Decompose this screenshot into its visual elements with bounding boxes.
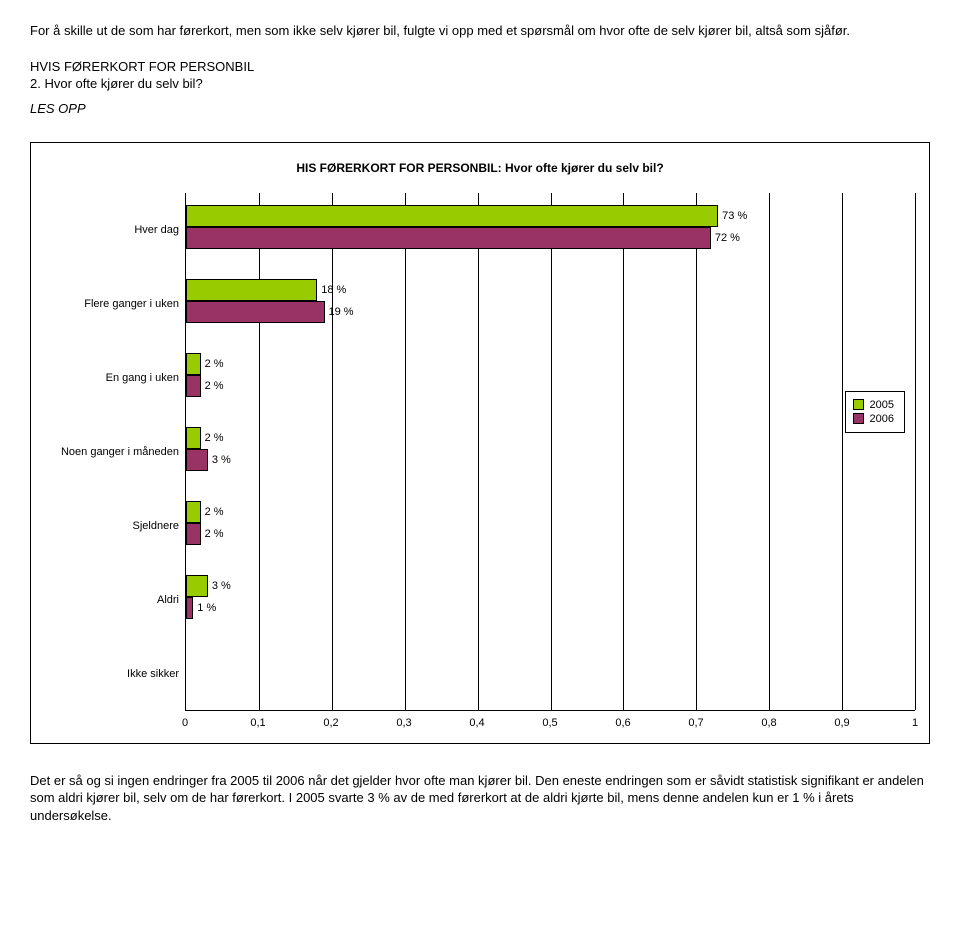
bar-2005 bbox=[186, 427, 201, 449]
value-label-2005: 18 % bbox=[321, 279, 346, 301]
value-label-2005: 2 % bbox=[205, 427, 224, 449]
category-label: Aldri bbox=[45, 563, 179, 637]
legend-swatch-2005 bbox=[853, 399, 864, 410]
bar-group: 3 %1 % bbox=[186, 575, 915, 623]
x-tick: 0,9 bbox=[834, 717, 849, 729]
value-label-2005: 2 % bbox=[205, 501, 224, 523]
value-label-2005: 2 % bbox=[205, 353, 224, 375]
gridline bbox=[915, 193, 916, 710]
bar-2006 bbox=[186, 449, 208, 471]
x-tick: 0,4 bbox=[469, 717, 484, 729]
legend-item-2005: 2005 bbox=[853, 399, 894, 411]
outro-paragraph: Det er så og si ingen endringer fra 2005… bbox=[30, 772, 930, 825]
x-tick: 0,2 bbox=[323, 717, 338, 729]
bar-2006 bbox=[186, 597, 193, 619]
bar-2005 bbox=[186, 205, 718, 227]
legend-swatch-2006 bbox=[853, 413, 864, 424]
bar-group: 2 %3 % bbox=[186, 427, 915, 475]
bar-2005 bbox=[186, 575, 208, 597]
x-tick: 1 bbox=[912, 717, 918, 729]
bar-group: 73 %72 % bbox=[186, 205, 915, 253]
x-tick: 0,7 bbox=[688, 717, 703, 729]
value-label-2006: 19 % bbox=[329, 301, 354, 323]
category-label: Ikke sikker bbox=[45, 637, 179, 711]
bar-group: 2 %2 % bbox=[186, 501, 915, 549]
legend-item-2006: 2006 bbox=[853, 413, 894, 425]
category-labels: Hver dagFlere ganger i ukenEn gang i uke… bbox=[45, 193, 185, 711]
value-label-2006: 1 % bbox=[197, 597, 216, 619]
x-tick: 0,6 bbox=[615, 717, 630, 729]
bar-group: 2 %2 % bbox=[186, 353, 915, 401]
question-line: 2. Hvor ofte kjører du selv bil? bbox=[30, 75, 930, 93]
x-tick: 0,3 bbox=[396, 717, 411, 729]
value-label-2006: 72 % bbox=[715, 227, 740, 249]
bar-2006 bbox=[186, 375, 201, 397]
legend-label-2005: 2005 bbox=[870, 399, 894, 411]
chart-title: HIS FØRERKORT FOR PERSONBIL: Hvor ofte k… bbox=[45, 161, 915, 175]
category-label: Hver dag bbox=[45, 193, 179, 267]
legend-label-2006: 2006 bbox=[870, 413, 894, 425]
plot-area: 73 %72 %18 %19 %2 %2 %2 %3 %2 %2 %3 %1 % bbox=[185, 193, 915, 711]
category-label: Noen ganger i måneden bbox=[45, 415, 179, 489]
category-label: Sjeldnere bbox=[45, 489, 179, 563]
les-opp: LES OPP bbox=[30, 101, 930, 116]
value-label-2006: 3 % bbox=[212, 449, 231, 471]
value-label-2005: 3 % bbox=[212, 575, 231, 597]
question-block: HVIS FØRERKORT FOR PERSONBIL 2. Hvor oft… bbox=[30, 58, 930, 93]
bar-2006 bbox=[186, 227, 711, 249]
x-tick: 0,1 bbox=[250, 717, 265, 729]
intro-paragraph: For å skille ut de som har førerkort, me… bbox=[30, 22, 930, 40]
chart-container: HIS FØRERKORT FOR PERSONBIL: Hvor ofte k… bbox=[30, 142, 930, 744]
bar-2005 bbox=[186, 279, 317, 301]
category-label: Flere ganger i uken bbox=[45, 267, 179, 341]
plot-wrap: Hver dagFlere ganger i ukenEn gang i uke… bbox=[45, 193, 915, 711]
x-tick: 0,8 bbox=[761, 717, 776, 729]
value-label-2006: 2 % bbox=[205, 523, 224, 545]
bar-group bbox=[186, 649, 915, 697]
question-heading: HVIS FØRERKORT FOR PERSONBIL bbox=[30, 58, 930, 76]
bar-2006 bbox=[186, 301, 325, 323]
value-label-2005: 73 % bbox=[722, 205, 747, 227]
legend: 2005 2006 bbox=[845, 391, 905, 433]
x-tick: 0,5 bbox=[542, 717, 557, 729]
x-axis: 0 0,1 0,2 0,3 0,4 0,5 0,6 0,7 0,8 0,9 1 bbox=[185, 715, 915, 733]
x-tick: 0 bbox=[182, 717, 188, 729]
category-label: En gang i uken bbox=[45, 341, 179, 415]
bar-2005 bbox=[186, 353, 201, 375]
bar-group: 18 %19 % bbox=[186, 279, 915, 327]
value-label-2006: 2 % bbox=[205, 375, 224, 397]
bar-2005 bbox=[186, 501, 201, 523]
bar-2006 bbox=[186, 523, 201, 545]
